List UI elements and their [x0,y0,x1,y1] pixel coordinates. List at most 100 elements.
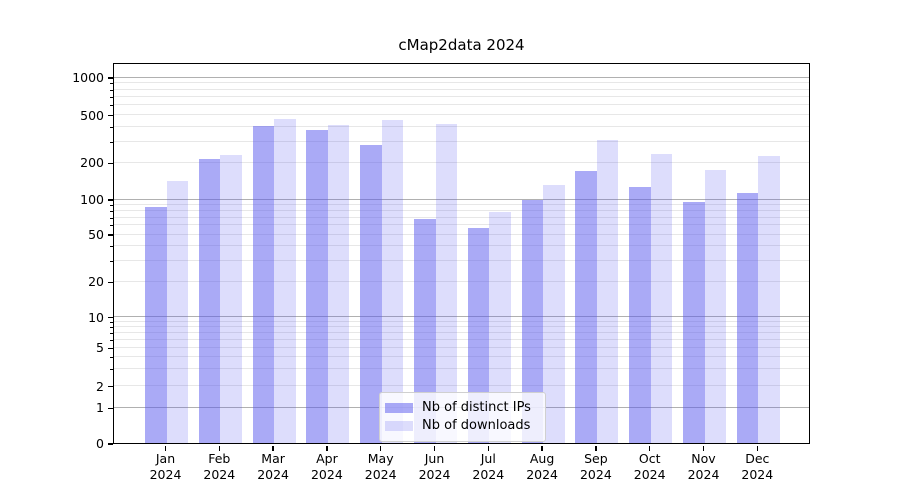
y-minor-tick-mark [110,321,113,323]
y-tick-label: 1000 [72,70,104,85]
x-tick-month: Sep [584,451,608,466]
bar-jun-distinct-ips [414,219,436,443]
gridline-minor [114,140,809,142]
y-minor-tick-mark [110,210,113,212]
bar-may-downloads [381,119,404,443]
y-tick-mark [108,443,113,445]
bar-sep-downloads [596,139,619,443]
gridline-minor [114,224,809,226]
x-tick-year: 2024 [364,467,397,482]
gridline-major [114,198,809,200]
y-minor-tick-mark [110,115,113,117]
bar-may-distinct-ips [360,144,382,443]
gridline-minor [114,259,809,261]
gridline-minor [114,82,809,84]
x-tick-month: Apr [316,451,338,466]
x-tick-label-mar: Mar 2024 [243,451,303,483]
legend-swatch [385,420,413,431]
y-minor-tick-mark [110,96,113,98]
y-tick-mark [108,199,113,201]
gridline-minor [114,326,809,328]
y-minor-tick-mark [110,126,113,128]
y-minor-tick-mark [110,105,113,107]
y-minor-tick-mark [110,89,113,91]
gridline-minor [114,209,809,211]
y-tick-mark [108,77,113,79]
x-tick-label-sep: Sep 2024 [566,451,626,483]
legend-label: Nb of downloads [422,418,531,433]
x-tick-month: Dec [745,451,770,466]
y-tick-mark [108,407,113,409]
x-tick-month: Mar [261,451,285,466]
y-minor-tick-mark [110,141,113,143]
x-tick-year: 2024 [310,467,343,482]
y-minor-tick-mark [110,204,113,206]
x-tick-mark [433,445,436,451]
x-tick-mark [595,445,597,451]
gridline-minor [114,245,809,247]
legend-item-distinct-ips: Nb of distinct IPs [385,399,537,416]
x-tick-year: 2024 [633,467,666,482]
x-tick-month: Feb [208,451,231,466]
x-tick-month: Jun [424,451,445,466]
bar-jul-distinct-ips [467,228,490,443]
x-tick-label-aug: Aug 2024 [512,451,572,483]
legend: Nb of distinct IPs Nb of downloads [379,392,546,442]
x-tick-label-apr: Apr 2024 [297,451,357,483]
x-tick-mark [541,445,543,451]
x-tick-year: 2024 [741,467,774,482]
plot-area [113,63,810,444]
gridline-minor [114,203,809,205]
bar-apr-distinct-ips [306,130,328,443]
x-tick-mark [218,445,220,451]
gridline-major [114,76,809,78]
bar-aug-downloads [543,184,565,443]
y-minor-tick-mark [110,234,113,236]
y-minor-tick-mark [110,357,113,359]
y-minor-tick-mark [110,339,113,341]
legend-swatch [385,402,413,413]
x-tick-month: Nov [691,451,716,466]
x-tick-year: 2024 [203,467,236,482]
x-tick-year: 2024 [579,467,612,482]
x-tick-month: Oct [638,451,661,466]
bar-oct-downloads [650,153,673,443]
gridline-minor [114,95,809,97]
x-tick-label-nov: Nov 2024 [674,451,734,483]
y-tick-label: 100 [80,192,104,207]
y-tick-label: 5 [96,340,104,356]
x-tick-month: Jan [155,451,176,466]
x-tick-label-jan: Jan 2024 [136,451,196,483]
bar-jan-downloads [166,181,188,443]
x-tick-mark [380,445,382,451]
x-tick-mark [756,445,758,451]
y-minor-tick-mark [110,327,113,329]
gridline-minor [114,233,809,235]
x-tick-label-oct: Oct 2024 [620,451,680,483]
gridline-minor [114,338,809,340]
x-tick-year: 2024 [526,467,558,482]
gridline-minor [114,356,809,358]
bar-mar-distinct-ips [252,126,275,443]
y-minor-tick-mark [110,83,113,85]
bar-dec-downloads [758,155,780,443]
x-tick-month: May [367,451,394,466]
bar-apr-downloads [327,125,350,443]
y-tick-label: 50 [88,227,104,242]
bar-mar-downloads [274,119,296,443]
legend-label: Nb of distinct IPs [422,400,531,415]
y-tick-label: 10 [88,309,104,325]
x-tick-year: 2024 [257,467,289,482]
x-tick-mark [164,445,167,451]
gridline-minor [114,280,809,282]
y-minor-tick-mark [110,217,113,219]
y-tick-label: 20 [88,274,104,290]
gridline-major [114,316,809,318]
gridline-minor [114,88,809,90]
gridline-minor [114,385,809,387]
y-minor-tick-mark [110,369,113,371]
y-minor-tick-mark [110,332,113,334]
x-tick-label-jun: Jun 2024 [405,451,465,483]
bar-jan-distinct-ips [145,207,167,443]
